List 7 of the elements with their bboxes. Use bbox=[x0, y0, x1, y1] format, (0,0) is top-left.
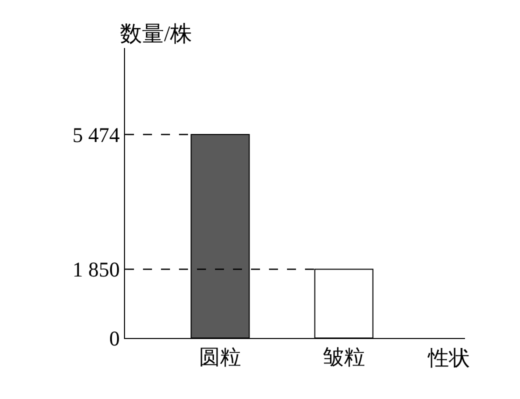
x-tick-label: 圆粒 bbox=[199, 345, 242, 370]
y-axis-title: 数量/株 bbox=[120, 21, 192, 46]
x-tick-label: 皱粒 bbox=[322, 345, 365, 370]
x-axis-title: 性状 bbox=[427, 346, 470, 370]
y-tick-label: 5 474 bbox=[72, 122, 120, 147]
y-tick-label: 1 850 bbox=[72, 258, 120, 282]
y-tick-label: 0 bbox=[109, 326, 120, 350]
